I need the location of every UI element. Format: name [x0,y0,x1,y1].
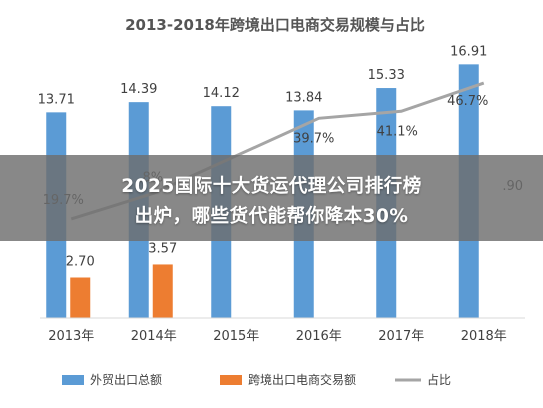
legend-swatch [220,375,242,385]
legend-label: 跨境出口电商交易额 [248,372,356,387]
bar-label-export: 16.91 [450,44,487,59]
x-tick-label: 2015年 [213,329,259,344]
bar-label-export: 14.12 [203,86,240,101]
legend-label: 外贸出口总额 [90,373,162,387]
bar-label-export: 15.33 [368,68,405,83]
legend-swatch [62,375,84,385]
headline-line-2: 出炉，哪些货代能帮你降本30% [134,206,409,227]
x-tick-label: 2018年 [461,329,507,344]
line-label-share: 41.1% [377,124,418,139]
line-label-share: 46.7% [447,94,488,109]
chart-title: 2013-2018年跨境出口电商交易规模与占比 [125,16,425,34]
x-tick-label: 2013年 [48,329,94,344]
headline-line-1: 2025国际十大货运代理公司排行榜 [121,176,422,197]
headline-text: 2025国际十大货运代理公司排行榜 出炉，哪些货代能帮你降本30% [0,172,543,232]
x-tick-label: 2014年 [131,329,177,344]
bar-label-export: 14.39 [120,82,157,97]
bar-label-ecommerce: 3.57 [148,241,177,256]
legend-label: 占比 [427,372,451,387]
bar-label-export: 13.71 [38,92,75,107]
bar-ecommerce [152,264,173,318]
x-tick-label: 2017年 [378,329,424,344]
bar-ecommerce [70,277,91,318]
bar-label-ecommerce: 2.70 [66,255,95,270]
x-tick-label: 2016年 [296,329,342,344]
bar-label-export: 13.84 [285,90,322,105]
line-label-share: 39.7% [293,131,334,146]
headline-banner [0,155,543,241]
